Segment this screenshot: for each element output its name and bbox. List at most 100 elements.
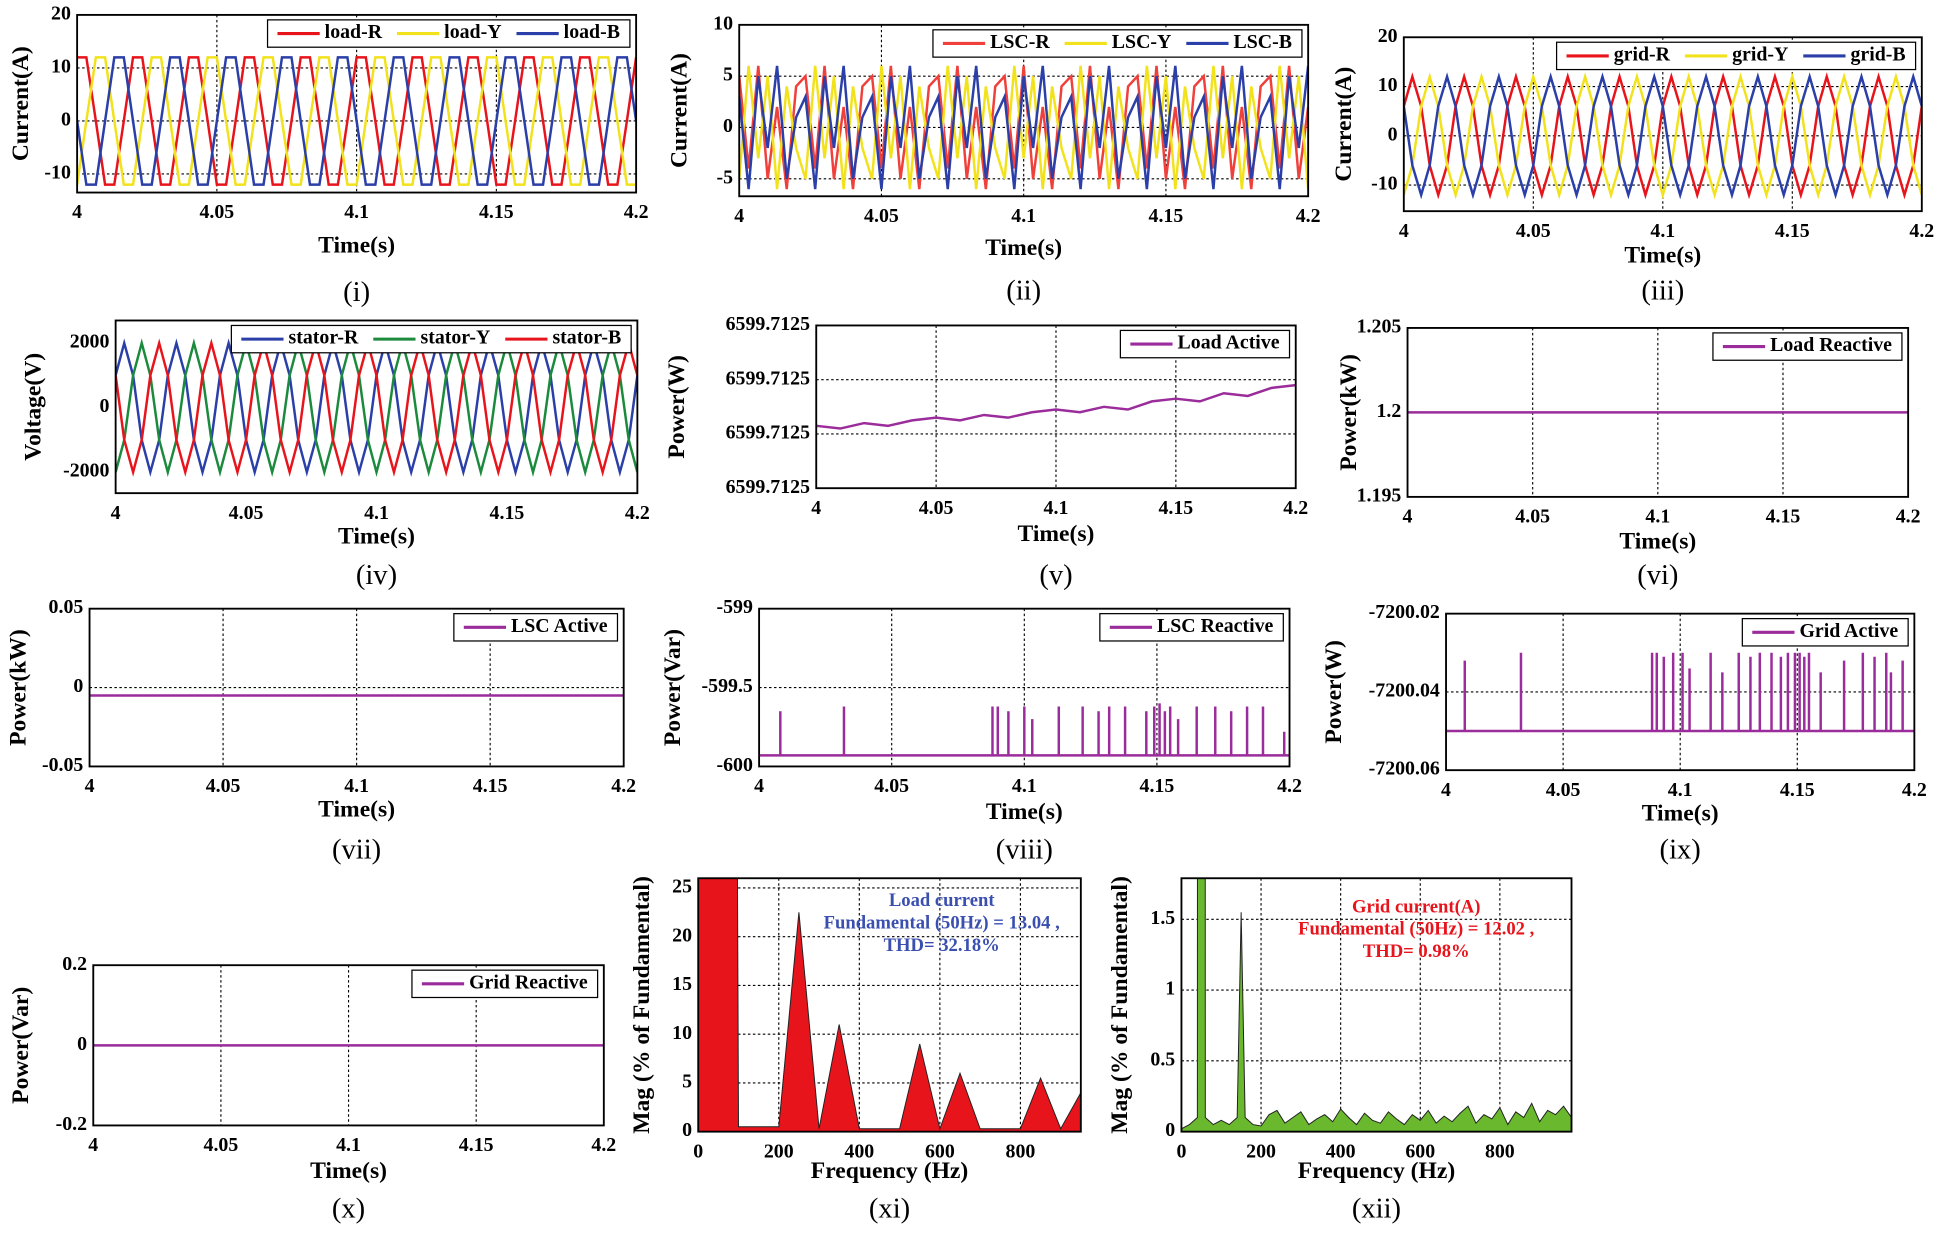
legend-label: stator-B [552, 327, 621, 349]
y-tick-label: 0 [77, 1033, 87, 1055]
legend: LSC Reactive [1099, 613, 1284, 642]
x-axis-label: Time(s) [310, 1158, 387, 1184]
x-tick-label: 4.2 [625, 502, 650, 524]
legend-box [230, 324, 632, 354]
y-tick-label: 0 [73, 675, 83, 697]
y-axis-label: Power(W) [1321, 640, 1347, 744]
y-tick-label: 6599.7125 [726, 367, 810, 389]
legend-label: grid-R [1614, 43, 1671, 65]
y-axis-label: Current(A) [1331, 67, 1357, 182]
x-tick-label: 4.05 [1515, 506, 1550, 528]
plot-area [698, 878, 1081, 1132]
x-tick-label: 800 [1485, 1140, 1515, 1162]
y-axis-label: Power(kW) [5, 629, 31, 746]
legend-box [1555, 41, 1917, 71]
x-tick-label: 4.05 [874, 775, 909, 797]
y-tick-label: 20 [672, 924, 692, 946]
y-tick-label: 1.2 [1376, 400, 1401, 422]
x-tick-label: 4 [754, 775, 764, 797]
plot-frame [1180, 877, 1573, 1133]
x-tick-label: 4.1 [1044, 497, 1069, 519]
y-tick-label: -7200.06 [1369, 758, 1440, 780]
annotation: Load current [889, 890, 996, 911]
legend-box [932, 29, 1303, 58]
plot-marks [816, 383, 1296, 430]
y-tick-label: 0.5 [1150, 1048, 1175, 1070]
plot-frame [1402, 36, 1923, 213]
x-tick-label: 4.15 [1149, 205, 1184, 227]
legend: Grid Reactive [411, 969, 599, 999]
y-tick-label: -7200.04 [1369, 679, 1440, 701]
plot-frame [1445, 612, 1916, 772]
y-tick-label: -600 [716, 754, 752, 776]
y-tick-label: 10 [51, 55, 71, 77]
x-tick-label: 400 [844, 1140, 874, 1162]
panel-caption: (ii) [1006, 276, 1041, 307]
y-tick-label: 5 [682, 1070, 692, 1092]
x-axis-label: Time(s) [986, 799, 1063, 825]
y-tick-label: -599.5 [702, 675, 753, 697]
y-tick-label: 10 [1378, 74, 1398, 96]
y-tick-label: 0 [99, 395, 109, 417]
legend-label: LSC-Y [1112, 31, 1172, 53]
x-tick-label: 0 [693, 1140, 703, 1162]
x-axis-label: Time(s) [985, 235, 1062, 261]
x-tick-label: 4.15 [490, 502, 525, 524]
legend-box [266, 19, 631, 48]
y-axis-label: Power(W) [664, 355, 690, 459]
series-line [1403, 72, 1922, 200]
y-tick-label: 2000 [70, 331, 110, 353]
x-tick-label: 4.1 [336, 1134, 361, 1156]
x-tick-label: 4.2 [591, 1134, 616, 1156]
x-tick-label: 4.05 [199, 201, 234, 223]
y-tick-label: 0 [723, 115, 733, 137]
annotation: THD= 32.18% [884, 935, 1000, 956]
x-tick-label: 4 [1441, 779, 1451, 801]
legend: Load Active [1119, 329, 1291, 359]
panel-caption: (ix) [1660, 835, 1701, 866]
y-tick-label: 1.195 [1357, 484, 1402, 506]
annotation: Fundamental (50Hz) = 12.02 , [1298, 919, 1534, 940]
y-axis-label: Mag (% of Fundamental) [1107, 876, 1133, 1134]
plot-marks [115, 338, 638, 477]
x-axis-label: Time(s) [1624, 243, 1701, 269]
y-tick-label: 0 [1165, 1119, 1175, 1141]
legend: Grid Active [1741, 617, 1909, 647]
panel-caption: (xi) [869, 1194, 910, 1225]
x-tick-label: 4.2 [1902, 779, 1927, 801]
legend-label: grid-Y [1732, 43, 1788, 65]
x-tick-label: 4 [111, 502, 121, 524]
legend-label: load-B [564, 21, 620, 43]
x-tick-label: 4.15 [1775, 220, 1810, 242]
x-tick-label: 4.1 [1012, 775, 1037, 797]
plot-frame [738, 23, 1310, 198]
x-tick-label: 4.1 [344, 775, 369, 797]
y-tick-label: 1.205 [1357, 316, 1402, 338]
x-axis-label: Frequency (Hz) [1298, 1158, 1455, 1184]
x-axis-label: Time(s) [318, 233, 395, 259]
y-axis-label: Power(Var) [660, 629, 686, 746]
y-tick-label: 5 [723, 64, 733, 86]
x-tick-label: 4.15 [479, 201, 514, 223]
series-line [115, 338, 638, 477]
x-tick-label: 4.05 [204, 1134, 239, 1156]
x-tick-label: 4.15 [473, 775, 508, 797]
legend-label: LSC-B [1234, 31, 1293, 53]
x-tick-label: 4.2 [611, 775, 636, 797]
x-tick-label: 4.15 [1158, 497, 1193, 519]
series-line [77, 56, 637, 186]
plot-frame [76, 13, 638, 194]
legend-label: stator-Y [420, 327, 490, 349]
y-tick-label: 1 [1165, 978, 1175, 1000]
legend: LSC-R LSC-Y LSC-B [932, 29, 1303, 58]
x-tick-label: 4.1 [1668, 779, 1693, 801]
plot-frame [114, 319, 639, 495]
panel-caption: (iii) [1641, 276, 1684, 307]
x-axis-label: Time(s) [338, 523, 415, 549]
spectrum-area [1181, 878, 1572, 1132]
annotation: Grid current(A) [1352, 896, 1480, 917]
x-tick-label: 4 [85, 775, 95, 797]
x-tick-label: 4.2 [624, 201, 649, 223]
x-tick-label: 4 [1403, 506, 1413, 528]
legend: Load Reactive [1712, 332, 1903, 361]
